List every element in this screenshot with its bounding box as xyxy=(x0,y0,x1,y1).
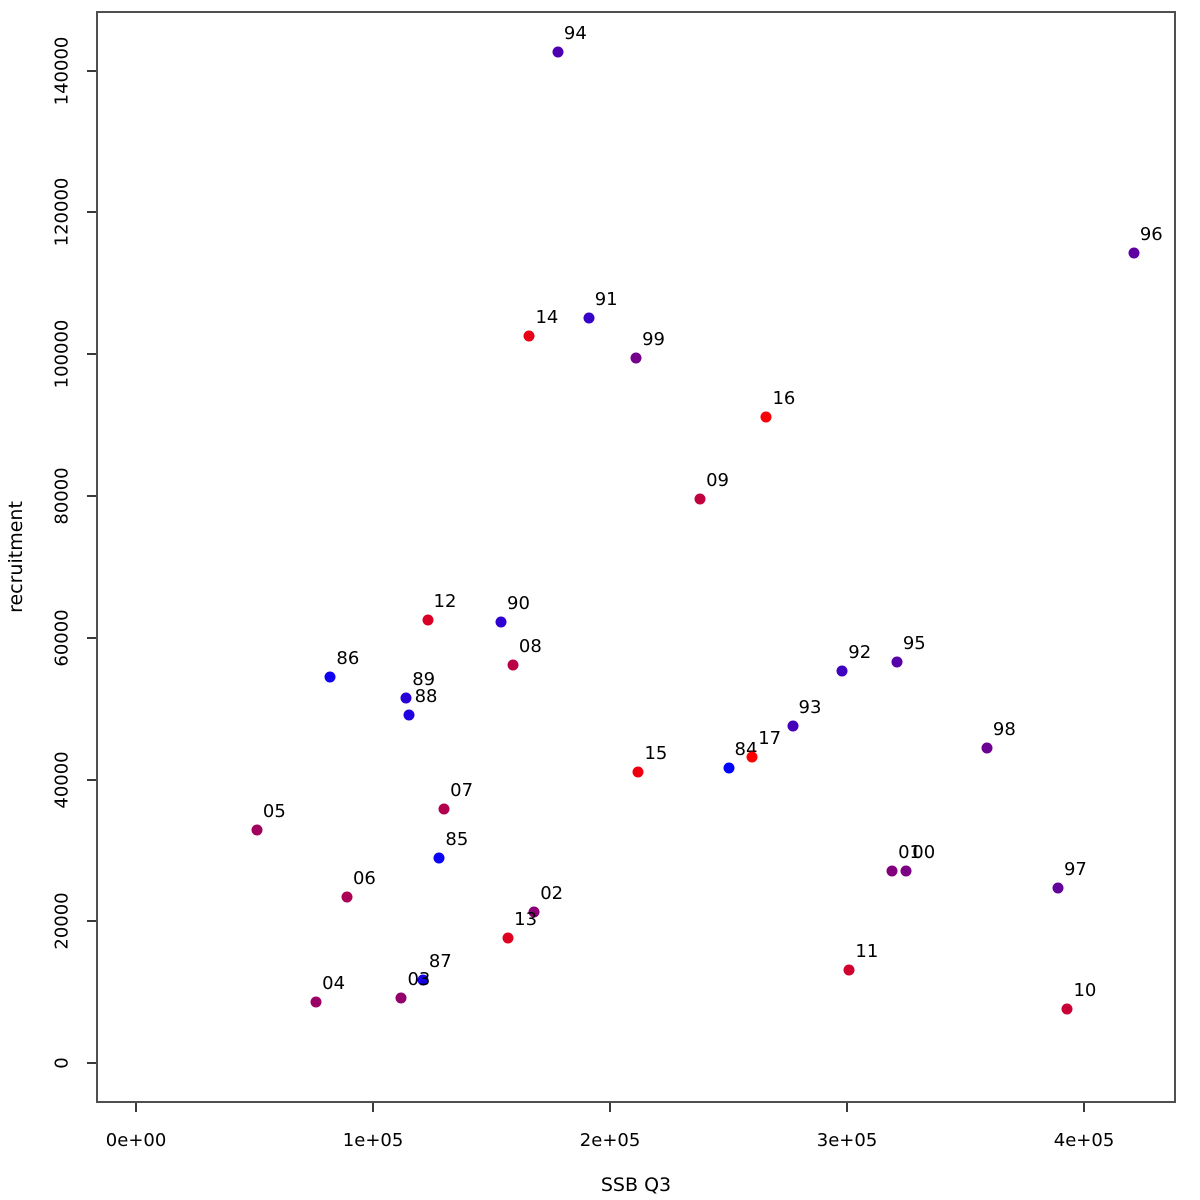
data-point xyxy=(528,906,540,918)
y-axis-tick xyxy=(87,778,96,781)
point-label: 85 xyxy=(445,829,469,851)
x-axis-tick xyxy=(609,1103,612,1112)
y-axis-tick-label: 100000 xyxy=(51,319,73,389)
data-point xyxy=(417,974,429,986)
data-point xyxy=(552,46,564,58)
point-label: 00 xyxy=(912,842,936,864)
point-label: 12 xyxy=(433,591,457,613)
point-label: 10 xyxy=(1073,980,1097,1002)
data-point xyxy=(891,656,903,668)
y-axis-tick xyxy=(87,211,96,214)
x-axis-tick xyxy=(846,1103,849,1112)
y-axis-tick xyxy=(87,1062,96,1065)
data-point xyxy=(981,742,993,754)
y-axis-tick-label: 120000 xyxy=(51,178,73,247)
y-axis-tick-label: 40000 xyxy=(51,751,73,809)
x-axis-tick xyxy=(135,1103,138,1112)
x-axis-tick xyxy=(1083,1103,1086,1112)
data-point xyxy=(395,992,407,1004)
data-point xyxy=(310,996,322,1008)
y-axis-tick-label: 60000 xyxy=(51,609,73,667)
data-point xyxy=(843,964,855,976)
point-label: 13 xyxy=(514,909,538,931)
y-axis-tick xyxy=(87,636,96,639)
point-label: 92 xyxy=(848,642,872,664)
data-point xyxy=(495,616,507,628)
point-label: 87 xyxy=(428,951,452,973)
y-axis-tick xyxy=(87,69,96,72)
point-label: 93 xyxy=(798,696,822,718)
point-label: 96 xyxy=(1139,223,1163,245)
data-point xyxy=(694,493,706,505)
data-point xyxy=(632,766,644,778)
point-label: 90 xyxy=(507,593,530,615)
point-label: 08 xyxy=(518,635,542,657)
data-point xyxy=(787,720,799,732)
point-label: 14 xyxy=(535,306,559,328)
point-label: 94 xyxy=(563,23,587,45)
y-axis-tick xyxy=(87,920,96,923)
data-point xyxy=(507,659,519,671)
y-axis-tick-label: 20000 xyxy=(51,892,73,951)
point-label: 02 xyxy=(540,882,564,904)
data-point xyxy=(422,614,434,626)
y-axis-tick-label: 0 xyxy=(51,1057,73,1070)
y-axis-tick xyxy=(87,495,96,498)
data-point xyxy=(836,665,848,677)
data-point xyxy=(1052,882,1064,894)
y-axis-title: recruitment xyxy=(5,501,27,613)
data-point xyxy=(723,762,735,774)
data-point xyxy=(324,671,336,683)
x-axis-tick-label: 4e+05 xyxy=(1053,1130,1115,1151)
data-point xyxy=(760,411,772,423)
x-axis-tick-label: 0e+00 xyxy=(105,1130,167,1151)
x-axis-tick-label: 1e+05 xyxy=(342,1130,404,1151)
point-label: 95 xyxy=(902,632,926,654)
x-axis-title: SSB Q3 xyxy=(600,1174,672,1196)
point-label: 17 xyxy=(758,727,782,749)
point-label: 07 xyxy=(450,780,474,802)
y-axis-tick xyxy=(87,353,96,356)
point-label: 86 xyxy=(336,647,360,669)
data-point xyxy=(400,692,412,704)
data-point xyxy=(583,312,595,324)
point-label: 89 xyxy=(412,669,436,691)
point-label: 09 xyxy=(706,469,729,491)
data-point xyxy=(251,824,263,836)
x-axis-tick-label: 2e+05 xyxy=(579,1130,641,1151)
point-label: 15 xyxy=(644,742,668,764)
point-label: 03 xyxy=(407,969,431,991)
data-point xyxy=(886,865,898,877)
data-point xyxy=(403,709,415,721)
point-label: 91 xyxy=(594,289,618,311)
data-point xyxy=(523,330,535,342)
point-label: 05 xyxy=(262,801,286,822)
point-label: 99 xyxy=(642,328,666,350)
data-point xyxy=(900,865,912,877)
y-axis-tick-label: 80000 xyxy=(51,467,73,525)
point-label: 88 xyxy=(414,686,438,708)
point-label: 98 xyxy=(992,719,1016,741)
data-point xyxy=(630,352,642,364)
data-point xyxy=(438,803,450,815)
point-label: 06 xyxy=(352,868,376,890)
point-label: 01 xyxy=(898,842,921,864)
data-point xyxy=(341,891,353,903)
x-axis-tick-label: 3e+05 xyxy=(816,1130,878,1151)
data-point xyxy=(433,852,445,864)
data-point xyxy=(746,751,758,763)
point-label: 11 xyxy=(855,941,879,963)
data-point xyxy=(1061,1003,1073,1015)
x-axis-tick xyxy=(372,1103,375,1112)
data-point xyxy=(502,932,514,944)
y-axis-tick-label: 140000 xyxy=(51,36,73,105)
point-label: 97 xyxy=(1063,859,1087,881)
plot-area xyxy=(96,11,1176,1103)
data-point xyxy=(1128,247,1140,259)
point-label: 04 xyxy=(322,972,346,994)
point-label: 16 xyxy=(772,388,796,410)
